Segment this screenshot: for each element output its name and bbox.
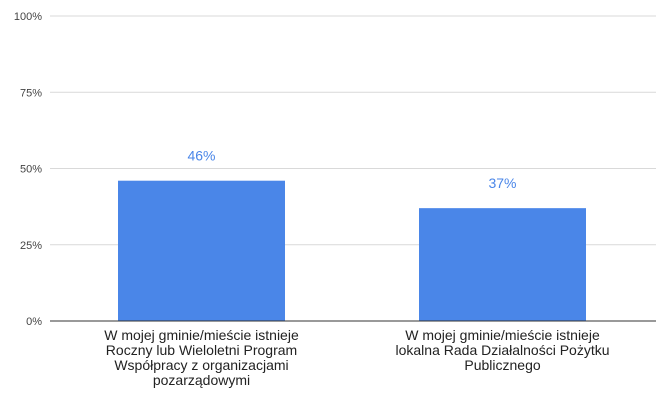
category-label-line: lokalna Rada Działalności Pożytku xyxy=(396,342,610,358)
category-label-line: Publicznego xyxy=(464,357,540,373)
bars xyxy=(118,180,586,321)
category-label: W mojej gminie/mieście istnieje Roczny lu… xyxy=(104,327,299,388)
category-label-line: Roczny lub Wieloletni Program xyxy=(106,342,297,358)
y-tick-label: 100% xyxy=(14,11,42,23)
bar xyxy=(419,208,586,321)
category-label-line: Współpracy z organizacjami xyxy=(114,357,288,373)
category-label-line: W mojej gminie/mieście istnieje xyxy=(405,327,600,343)
data-labels: 46% 37% xyxy=(187,148,516,191)
y-tick-label: 50% xyxy=(20,164,42,176)
y-tick-label: 25% xyxy=(20,240,42,252)
category-labels: W mojej gminie/mieście istnieje Roczny lu… xyxy=(104,327,609,388)
bar xyxy=(118,180,285,321)
category-label: W mojej gminie/mieście istnieje lokalna R… xyxy=(396,327,610,373)
category-label-line: W mojej gminie/mieście istnieje xyxy=(104,327,299,343)
y-tick-label: 0% xyxy=(26,316,42,328)
data-label: 37% xyxy=(488,175,516,191)
y-axis-ticks: 0% 25% 50% 75% 100% xyxy=(14,11,42,328)
data-label: 46% xyxy=(187,148,215,164)
category-label-line: pozarządowymi xyxy=(153,372,250,388)
y-tick-label: 75% xyxy=(20,87,42,99)
